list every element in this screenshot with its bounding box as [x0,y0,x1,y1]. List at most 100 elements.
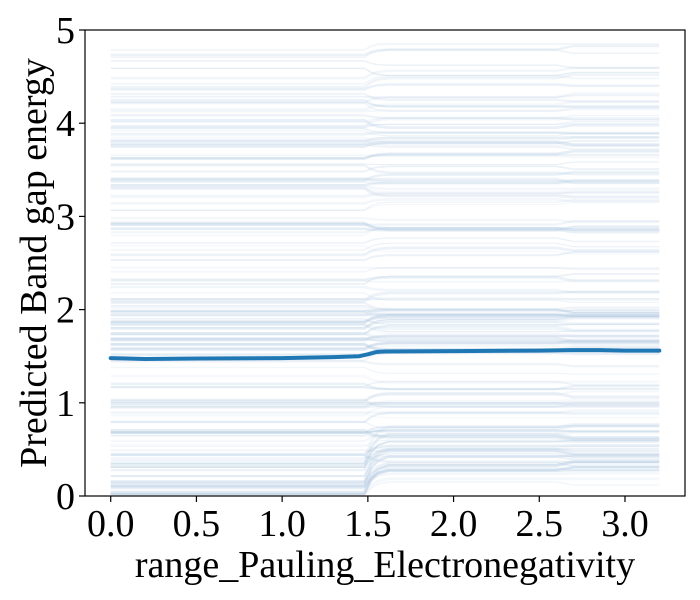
individual-line [110,154,660,159]
individual-line [110,245,660,255]
individual-line [110,441,660,465]
average-line-group [108,348,662,361]
x-tick-label: 0.5 [173,503,221,545]
individual-line [110,191,660,199]
individual-line [110,465,660,489]
individual-line [110,226,660,234]
y-tick-label: 2 [56,290,75,332]
individual-line [110,323,660,336]
individual-line [110,222,660,232]
x-tick-label: 1.0 [258,503,306,545]
individual-line [110,318,660,323]
x-tick-label: 2.0 [430,503,478,545]
individual-line [110,455,660,459]
individual-line [110,337,660,341]
individual-line [110,390,660,402]
y-tick-label: 3 [56,196,75,238]
individual-line [110,429,660,434]
individual-line [110,74,660,86]
individual-line [110,221,660,234]
individual-line [110,401,660,405]
individual-line [110,304,660,314]
individual-line [110,439,660,448]
individual-line [110,477,660,496]
individual-line [110,130,660,137]
individual-line [110,338,660,351]
individual-line [110,466,660,496]
individual-line [110,360,660,368]
y-tick-label: 0 [56,476,75,518]
individual-line [110,170,660,182]
individual-line [110,412,660,419]
individual-line [110,391,660,403]
individual-line [110,83,660,91]
individual-line [110,136,660,147]
individual-line [110,301,660,311]
individual-line [110,127,660,135]
individual-line [110,454,660,486]
x-tick-label: 0.0 [87,503,135,545]
individual-line [110,44,660,56]
individual-line [110,424,660,434]
individual-line [110,454,660,478]
individual-line [110,324,660,333]
individual-line [110,332,660,336]
plot-frame [84,29,686,497]
individual-line [110,266,660,273]
individual-line [110,332,660,343]
individual-line [110,433,660,466]
individual-line [110,292,660,303]
individual-line [110,411,660,424]
individual-line [110,106,660,113]
individual-line [110,290,660,300]
individual-line [110,453,660,467]
individual-line [110,140,660,148]
individual-line [110,140,660,147]
individual-line [110,431,660,443]
individual-line [110,315,660,328]
individual-line [110,449,660,484]
individual-line [110,460,660,488]
individual-line [110,123,660,127]
individual-line [110,275,660,283]
individual-line [110,153,660,159]
individual-line [110,121,660,129]
individual-line [110,266,660,271]
individual-line [110,439,660,468]
individual-line [110,131,660,136]
individual-line [110,161,660,166]
individual-line [110,409,660,414]
individual-line [110,342,660,351]
individual-line [110,444,660,456]
individual-line [110,456,660,484]
individual-line [110,114,660,123]
individual-line [110,273,660,285]
individual-line [110,380,660,388]
individual-line [110,449,660,456]
average-line [108,348,662,361]
individual-line [110,398,660,408]
individual-line [110,352,660,362]
individual-line [110,334,660,342]
individual-line [110,430,660,434]
individual-line [110,325,660,335]
individual-line [110,163,660,176]
individual-line [110,237,660,244]
individual-line [110,186,660,194]
individual-line [110,448,660,478]
x-axis: 0.0 0.5 1.0 1.5 2.0 2.5 3.0 [87,496,649,545]
individual-lines-group [110,42,660,496]
individual-line [110,461,660,485]
individual-line [110,454,660,464]
individual-line [110,336,660,345]
individual-line [110,343,660,352]
individual-line [110,250,660,262]
x-tick-label: 1.5 [344,503,392,545]
individual-line [110,307,660,317]
individual-line [110,225,660,232]
individual-line [110,310,660,318]
individual-line [110,460,660,495]
individual-line [110,116,660,128]
individual-line [110,321,660,330]
